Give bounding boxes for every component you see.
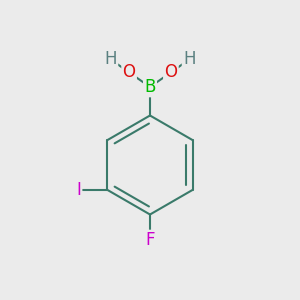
Text: I: I <box>76 181 81 199</box>
Text: O: O <box>164 63 177 81</box>
Text: O: O <box>123 63 136 81</box>
Text: H: H <box>183 50 196 68</box>
Text: H: H <box>104 50 117 68</box>
Text: F: F <box>145 231 155 249</box>
Text: B: B <box>144 78 156 96</box>
